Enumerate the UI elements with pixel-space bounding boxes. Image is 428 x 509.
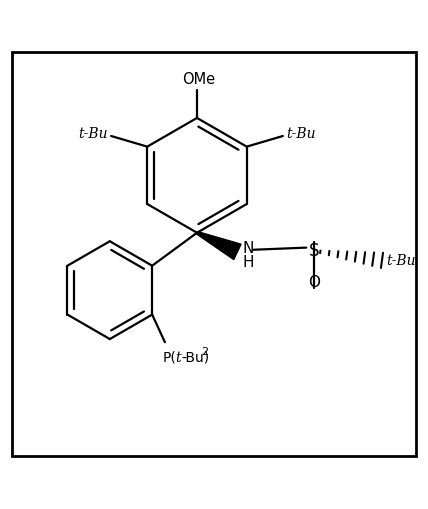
Text: H: H	[242, 254, 254, 270]
Text: N: N	[242, 241, 254, 256]
Text: t-Bu: t-Bu	[386, 253, 416, 267]
Text: t: t	[175, 350, 181, 364]
Text: S: S	[309, 241, 319, 259]
Polygon shape	[196, 232, 241, 260]
Text: 2: 2	[201, 347, 208, 357]
Text: -Bu): -Bu)	[181, 350, 209, 364]
FancyBboxPatch shape	[12, 53, 416, 456]
Text: t-Bu: t-Bu	[78, 126, 108, 140]
Text: t-Bu: t-Bu	[286, 126, 316, 140]
Text: O: O	[308, 274, 320, 290]
Text: P(: P(	[163, 350, 177, 364]
Text: OMe: OMe	[183, 72, 216, 87]
